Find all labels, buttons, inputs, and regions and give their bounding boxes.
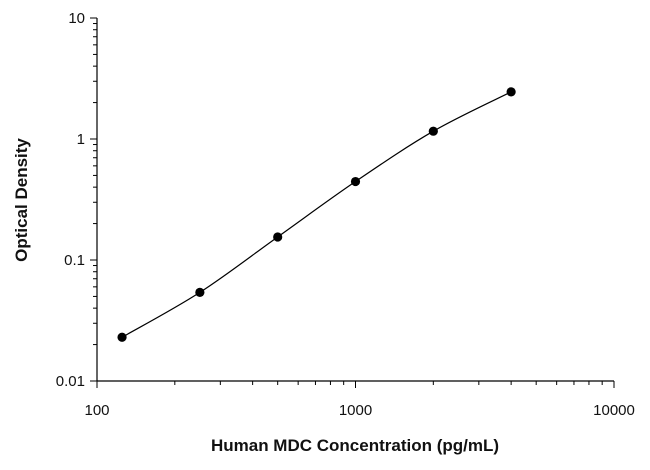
y-tick-label: 10 [68,10,85,27]
y-tick-label: 0.1 [64,252,85,269]
x-tick-label: 1000 [339,402,372,419]
data-point [117,332,127,342]
data-points [117,87,516,342]
axis-tick-labels: 100 1000 10000 0.01 0.1 1 10 [56,10,635,419]
x-tick-label: 10000 [593,402,635,419]
data-point [273,232,283,242]
data-point [350,176,361,187]
y-tick-label: 0.01 [56,373,85,390]
axis-ticks [90,17,615,388]
fit-curve [121,91,512,338]
y-axis-title: Optical Density [12,138,31,262]
x-axis-title: Human MDC Concentration (pg/mL) [211,436,499,455]
y-tick-label: 1 [77,131,85,148]
x-tick-label: 100 [84,402,109,419]
data-point [428,126,438,136]
data-point [195,287,205,297]
data-point [506,87,516,97]
